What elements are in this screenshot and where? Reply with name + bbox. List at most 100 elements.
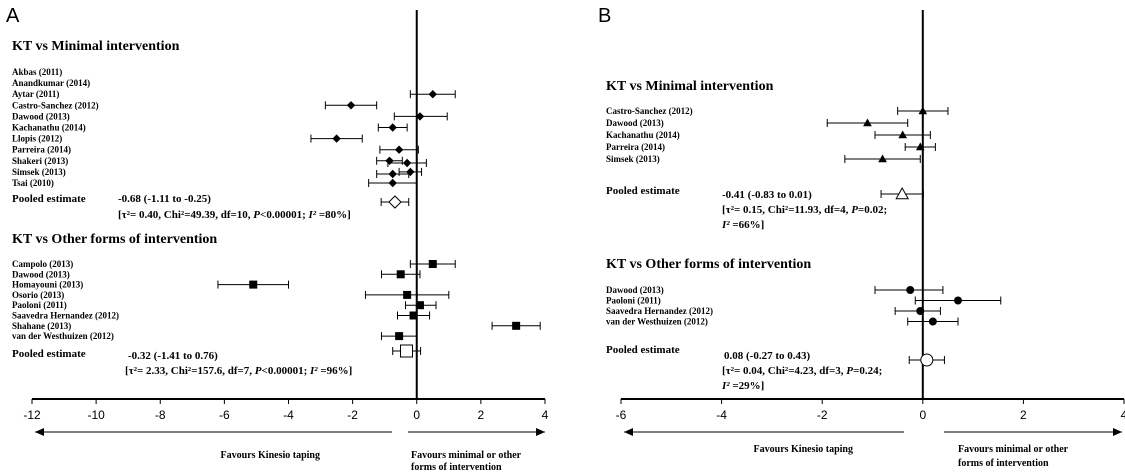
panel-a-group-2-study-point [396,270,405,279]
panel-b-favours-right-arrow-head [1113,428,1122,436]
panel-b-group-1-heterogeneity-stats: [τ²= 0.15, Chi²=11.93, df=4, P=0.02; [722,204,887,216]
panel-b-group-1-study-label: Dawood (2013) [606,118,664,128]
panel-b-group-1-pooled-estimate-text: -0.41 (-0.83 to 0.01) [722,189,812,201]
panel-a-x-tick-label: -4 [283,408,294,422]
panel-a-group-2-study-point [415,301,424,310]
panel-b-group-2-study-label: Paoloni (2011) [606,296,661,306]
panel-a-group-2-title: KT vs Other forms of intervention [12,232,217,247]
panel-a-group-2-study-point [249,280,258,289]
panel-a-group-1-study-label: Castro-Sanchez (2012) [12,100,99,110]
panel-b-group-2-study-point [954,296,963,305]
panel-b-favours-left-arrow-head [624,428,633,436]
panel-b-group-1-study-point [918,106,928,115]
panel-b-favours-right-text: Favours minimal or other [958,444,1069,455]
panel-a-x-tick-label: -10 [87,408,105,422]
panel-a-favours-right-text: Favours minimal or other [411,450,522,461]
panel-a-favours-left-text: Favours Kinesio taping [221,450,320,461]
panel-a-x-tick-label: -2 [347,408,358,422]
panel-a-favours-right-text-2: forms of intervention [411,462,502,472]
panel-a-group-2-study-label: Dawood (2013) [12,269,70,279]
panel-a-group-2-heterogeneity-stats: [τ²= 2.33, Chi²=157.6, df=7, P<0.00001; … [125,365,352,377]
panel-a-group-1-study-point [394,145,404,154]
panel-a-group-1-study-label: Dawood (2013) [12,111,70,121]
panel-a-group-2-study-label: Campolo (2013) [12,259,73,269]
panel-b-group-1-pooled-label: Pooled estimate [606,185,680,197]
panel-b-group-2-study-point [906,286,915,294]
panel-b-label: B [598,5,611,27]
panel-b-group-2-study-point [928,317,937,326]
panel-a-x-tick-label: 4 [542,408,549,422]
panel-b-group-1-study-point [898,130,908,139]
panel-b-group-2-heterogeneity-stats-2: I² =29%] [721,380,764,392]
panel-b-favours-right-text-2: forms of intervention [958,458,1049,469]
panel-a-group-1-study-label: Tsai (2010) [12,178,54,188]
panel-b-group-2-title: KT vs Other forms of intervention [606,257,811,272]
panel-a-favours-right-arrow-head [536,428,545,436]
panel-b-group-1-title: KT vs Minimal intervention [606,79,774,94]
panel-a-group-1-study-label: Parreira (2014) [12,145,71,155]
panel-b-group-2-heterogeneity-stats: [τ²= 0.04, Chi²=4.23, df=3, P=0.24; [722,365,882,377]
panel-a-group-2-pooled-label: Pooled estimate [12,348,86,360]
panel-b-group-2-pooled-label: Pooled estimate [606,344,680,356]
panel-a-x-tick-label: -8 [155,408,166,422]
panel-a-group-1-study-label: Akbas (2011) [12,67,62,77]
panel-a-x-tick-label: -6 [219,408,230,422]
panel-a-group-1-study-label: Kachanathu (2014) [12,123,86,133]
panel-a-group-2-study-point [428,260,437,268]
panel-a-group-2-study-label: Saavedra Hernandez (2012) [12,311,119,321]
panel-b-favours-left-text: Favours Kinesio taping [754,444,853,455]
panel-a-group-1-study-label: Simsek (2013) [12,167,66,177]
panel-a-label: A [6,5,20,27]
panel-a-group-1-title: KT vs Minimal intervention [12,39,180,54]
panel-a-group-1-study-label: Aytar (2011) [12,89,59,99]
panel-b-group-2-study-label: Saavedra Hernandez (2012) [606,306,713,316]
panel-a-group-2-study-label: Shahane (2013) [12,321,71,331]
panel-a-group-1-study-point [415,112,425,121]
panel-b-group-1-heterogeneity-stats-2: I² =66%] [721,219,764,231]
panel-b-x-tick-label: 4 [1121,408,1125,422]
panel-a-group-1-study-point [388,178,397,188]
panel-b-group-1-study-point [878,154,887,163]
panel-b-group-1-study-label: Kachanathu (2014) [606,130,680,140]
panel-a-group-2-pooled-point [399,344,413,358]
panel-a-group-1-study-point [402,158,412,168]
panel-b-group-1-study-label: Castro-Sanchez (2012) [606,106,693,116]
panel-b-group-2-study-label: van der Westhuizen (2012) [606,317,708,327]
panel-b-x-tick-label: 2 [1020,408,1027,422]
panel-b-x-tick-label: 0 [919,408,926,422]
panel-b-group-2-study-point [916,307,925,315]
panel-b-group-1-study-point [863,118,872,127]
panel-b-group-1-study-label: Simsek (2013) [606,154,660,164]
panel-a-group-1-study-label: Llopis (2012) [12,134,62,144]
panel-a-favours-left-arrow-head [35,428,44,436]
panel-a-group-2-study-label: Osorio (2013) [12,290,64,300]
panel-b-x-tick-label: -2 [817,408,828,422]
panel-a-group-1-study-point [332,134,341,143]
panel-a-group-1-study-point [346,101,356,110]
panel-a-group-2-study-label: Paoloni (2011) [12,300,67,310]
panel-a-group-2-pooled-estimate-text: -0.32 (-1.41 to 0.76) [128,350,218,362]
panel-b-group-2-pooled-estimate-text: 0.08 (-0.27 to 0.43) [724,350,810,362]
panel-a-group-2-study-point [512,321,521,330]
panel-a-group-2-study-label: van der Westhuizen (2012) [12,331,114,341]
panel-a-group-2-study-point [403,290,412,299]
panel-a-x-tick-label: 0 [413,408,420,422]
panel-a-x-tick-label: -12 [23,408,41,422]
panel-a-group-1-study-point [388,123,397,132]
panel-b-group-1-study-label: Parreira (2014) [606,142,665,152]
panel-a-group-1-pooled-point [388,195,402,209]
panel-b-x-tick-label: -6 [616,408,627,422]
panel-a-group-1-pooled-estimate-text: -0.68 (-1.11 to -0.25) [118,193,211,205]
panel-a-group-1-study-point [388,169,397,179]
panel-b-x-tick-label: -4 [716,408,727,422]
panel-a-group-1-heterogeneity-stats: [τ²= 0.40, Chi²=49.39, df=10, P<0.00001;… [118,209,351,221]
panel-a-group-1-study-label: Anandkumar (2014) [12,78,90,88]
panel-a-group-2-study-point [395,332,404,341]
panel-b-group-1-study-point [915,142,925,151]
panel-a-group-2-study-label: Homayouni (2013) [12,280,83,290]
panel-a-group-1-pooled-label: Pooled estimate [12,193,86,205]
panel-b-group-2-pooled-point [920,353,934,367]
panel-a-x-tick-label: 2 [478,408,485,422]
panel-b-group-2-study-label: Dawood (2013) [606,285,664,295]
